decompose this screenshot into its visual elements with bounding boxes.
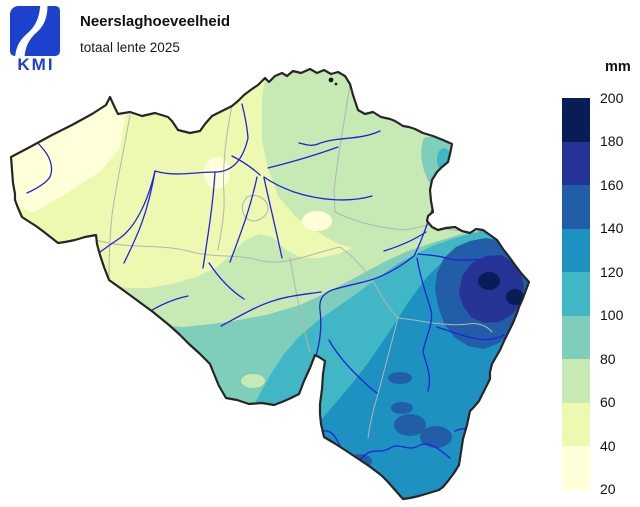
river-vesdre bbox=[417, 253, 495, 262]
province-border bbox=[397, 317, 493, 333]
legend-tick-label: 120 bbox=[600, 263, 624, 280]
precipitation-fills bbox=[11, 69, 529, 499]
kmi-logo-swoosh bbox=[15, 6, 48, 56]
legend-tick-label: 180 bbox=[600, 133, 624, 149]
river-nete bbox=[267, 146, 339, 169]
legend-unit-label: mm bbox=[605, 59, 631, 75]
legend-swatch-60-80 bbox=[562, 359, 590, 403]
legend-tick-label: 140 bbox=[600, 220, 624, 236]
kmi-logo-corner bbox=[10, 6, 18, 14]
province-border bbox=[339, 246, 399, 319]
legend-swatch-40-60 bbox=[562, 402, 590, 446]
province-border-brussels bbox=[241, 194, 269, 222]
province-borders bbox=[95, 83, 493, 439]
legend-swatch-160-180 bbox=[562, 141, 590, 185]
precip-spot-180-200-b bbox=[506, 289, 524, 305]
river-ijzer bbox=[26, 142, 53, 194]
map-subtitle: totaal lente 2025 bbox=[80, 40, 180, 55]
river-schelde bbox=[154, 103, 249, 175]
province-border bbox=[333, 83, 351, 213]
river-schelde-upper bbox=[123, 170, 156, 264]
precip-band-20-40 bbox=[11, 90, 126, 213]
river-dender bbox=[202, 171, 216, 269]
country-border bbox=[9, 67, 531, 501]
province-border bbox=[367, 317, 399, 439]
river-zenne bbox=[229, 176, 258, 263]
province-border bbox=[217, 104, 233, 251]
river-demer bbox=[263, 176, 373, 201]
precip-spot-60-80-chimay bbox=[241, 374, 265, 388]
river-ambleve bbox=[436, 326, 505, 341]
legend-swatch-100-120 bbox=[562, 272, 590, 316]
precip-spot-20-40-b bbox=[302, 211, 332, 231]
province-border bbox=[289, 257, 311, 353]
precip-spot-180-200-a bbox=[478, 272, 500, 290]
precip-spot-140-160-d bbox=[420, 426, 452, 448]
legend-swatch-140-160 bbox=[562, 185, 590, 229]
legend-tick-label: 100 bbox=[600, 307, 624, 323]
legend-tick-label: 80 bbox=[600, 350, 616, 367]
kmi-logo bbox=[10, 6, 60, 56]
map-title: Neerslaghoeveelheid bbox=[80, 13, 231, 30]
river-ourthe bbox=[416, 257, 433, 392]
legend-tick-label: 40 bbox=[600, 437, 616, 454]
precip-spot-140-160-b bbox=[391, 402, 413, 414]
province-border bbox=[95, 239, 341, 263]
river-kleine-nete bbox=[298, 130, 381, 146]
legend-swatch-80-100 bbox=[562, 315, 590, 359]
province-border bbox=[108, 114, 131, 279]
legend-swatch-20-40 bbox=[562, 446, 590, 490]
kmi-logo-text: KMI bbox=[17, 55, 55, 74]
legend-swatch-180-200 bbox=[562, 98, 590, 142]
precip-spot-140-160-a bbox=[388, 372, 412, 384]
precip-spot-20-40-a bbox=[204, 157, 230, 189]
river-sambre bbox=[220, 291, 322, 327]
enclave-dot bbox=[328, 77, 334, 83]
precip-spot-140-160-c bbox=[394, 414, 426, 436]
legend-tick-label: 20 bbox=[600, 481, 616, 497]
precip-band-120-140 bbox=[298, 243, 529, 499]
legend-tick-label: 60 bbox=[600, 394, 616, 410]
legend-swatch-120-140 bbox=[562, 228, 590, 272]
province-border bbox=[334, 211, 434, 231]
legend-tick-label: 160 bbox=[600, 176, 624, 193]
enclave-dot bbox=[334, 82, 338, 86]
river-lesse bbox=[328, 339, 378, 394]
legend-tick-label: 200 bbox=[600, 89, 624, 106]
river-rupel bbox=[231, 155, 261, 176]
river-hainaut-b bbox=[208, 262, 245, 300]
river-dijle bbox=[263, 177, 283, 259]
